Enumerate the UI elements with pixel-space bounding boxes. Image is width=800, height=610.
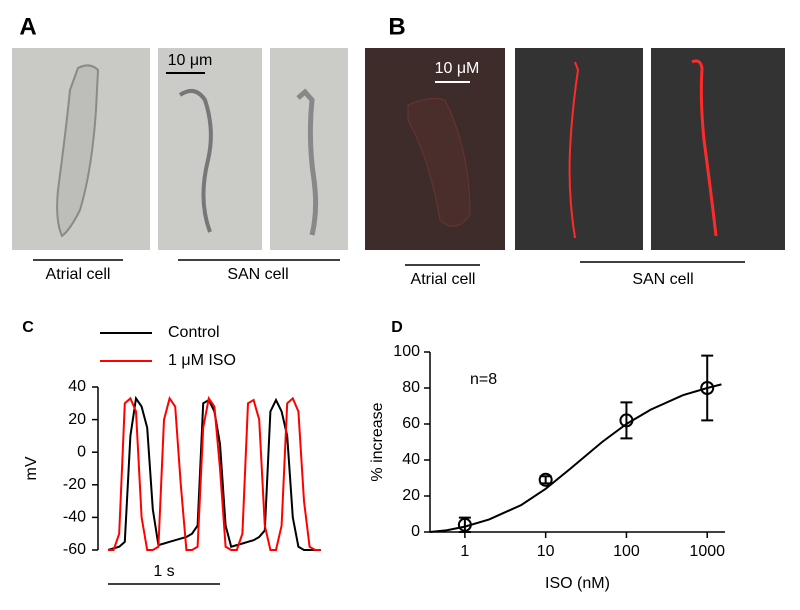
error-bar [620, 401, 633, 440]
data-point [538, 472, 553, 487]
x-tick-label: 10 [537, 543, 555, 560]
error-bar [458, 516, 471, 533]
panel-label: D [391, 319, 403, 336]
y-axis-label: % increase [369, 402, 386, 481]
y-tick-label: 60 [402, 415, 420, 432]
micrograph [515, 48, 643, 250]
data-point [700, 381, 715, 395]
cell-outline [178, 89, 213, 233]
scale-bar-label: 10 μm [168, 52, 213, 69]
legend-label: Control [168, 324, 220, 341]
y-tick-label: 40 [68, 378, 86, 395]
data-point [619, 413, 634, 428]
caption: SAN cell [632, 271, 693, 288]
scale-bar-label: 1 s [153, 563, 174, 580]
annotation: n=8 [470, 371, 497, 388]
cell-outline [691, 59, 718, 237]
x-tick-label: 1 [460, 543, 469, 560]
y-tick-label: -40 [63, 509, 86, 526]
y-tick-label: -60 [63, 541, 86, 558]
panel-label: C [22, 319, 34, 336]
y-tick-label: 20 [68, 411, 86, 428]
x-tick-label: 1000 [689, 543, 725, 560]
y-tick-label: 0 [77, 443, 86, 460]
scale-bar-label: 10 μM [435, 60, 480, 77]
y-axis-label: mV [23, 456, 40, 480]
legend-label: 1 μM ISO [168, 352, 236, 369]
data-point [457, 517, 472, 532]
panel-label: A [19, 13, 36, 40]
trace [108, 395, 321, 551]
cell-outline [407, 97, 471, 227]
x-tick-label: 100 [613, 543, 640, 560]
x-axis-label: ISO (nM) [545, 575, 610, 592]
cell-outline [296, 88, 319, 236]
y-tick-label: 0 [411, 523, 420, 540]
y-tick-label: 20 [402, 487, 420, 504]
caption: Atrial cell [46, 266, 111, 283]
y-tick-label: -20 [63, 476, 86, 493]
error-bar [539, 475, 552, 485]
panel-label: B [388, 13, 405, 40]
error-bar [701, 354, 714, 422]
fit-curve [429, 383, 722, 533]
y-tick-label: 80 [402, 379, 420, 396]
cell-outline [56, 64, 100, 238]
y-tick-label: 100 [393, 343, 420, 360]
caption: SAN cell [227, 266, 288, 283]
micrograph [651, 48, 785, 250]
caption: Atrial cell [411, 271, 476, 288]
y-tick-label: 40 [402, 451, 420, 468]
cell-outline [568, 61, 580, 239]
